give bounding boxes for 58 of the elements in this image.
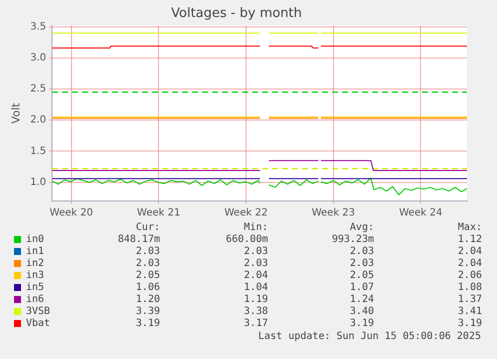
- text: 1.24: [350, 294, 374, 306]
- text: Last update: Sun Jun 15 05:00:06 2025: [258, 331, 481, 342]
- text: 2.03: [136, 258, 160, 270]
- y-tick-label: 1.0: [30, 176, 46, 188]
- text: 848.17m: [118, 234, 160, 246]
- text: 1.19: [244, 294, 268, 306]
- legend-label: in2: [26, 258, 44, 270]
- text: 2.03: [350, 258, 374, 270]
- text: 3.19: [350, 318, 374, 330]
- text: 2.04: [244, 270, 268, 282]
- chart-title: Voltages - by month: [171, 6, 302, 22]
- text: 3.40: [350, 306, 374, 318]
- text: 2.03: [244, 246, 268, 258]
- x-tick-label: Week 23: [312, 208, 356, 219]
- text: Min:: [244, 222, 268, 234]
- y-axis-title: Volt: [9, 102, 22, 124]
- text: 1.07: [350, 282, 374, 294]
- legend-label: Vbat: [26, 318, 50, 330]
- legend-label: 3VSB: [26, 306, 50, 318]
- legend-label: in0: [26, 234, 44, 246]
- text: 1.06: [136, 282, 160, 294]
- text: 3.19: [458, 318, 482, 330]
- text: 3.41: [458, 306, 482, 318]
- text: 2.04: [458, 258, 482, 270]
- legend-label: in5: [26, 282, 44, 294]
- y-tick-label: 3.0: [30, 52, 46, 64]
- text: 1.20: [136, 294, 160, 306]
- text: 3.17: [244, 318, 268, 330]
- text: 2.05: [350, 270, 374, 282]
- x-tick-label: Week 24: [399, 208, 442, 219]
- text: 993.23m: [332, 234, 374, 246]
- legend-label: in6: [26, 294, 44, 306]
- legend-label: in3: [26, 270, 44, 282]
- text: 2.05: [136, 270, 160, 282]
- text: 3.38: [244, 306, 268, 318]
- text: 1.37: [458, 294, 482, 306]
- text: Cur:: [136, 222, 160, 234]
- text: 660.00m: [226, 234, 268, 246]
- text: 1.08: [458, 282, 482, 294]
- y-tick-label: 1.5: [30, 146, 46, 157]
- text: 1.04: [244, 282, 268, 294]
- text: 1.12: [458, 234, 482, 246]
- y-tick-label: 2.0: [30, 114, 46, 126]
- x-tick-label: Week 22: [224, 208, 268, 219]
- x-tick-label: Week 21: [137, 208, 180, 219]
- text: 2.06: [458, 270, 482, 282]
- y-tick-label: 2.5: [30, 84, 46, 95]
- legend-label: in1: [26, 246, 44, 258]
- y-tick-label: 3.5: [30, 21, 46, 32]
- text: Avg:: [350, 222, 374, 234]
- text: 2.03: [244, 258, 268, 270]
- text: 2.04: [458, 246, 482, 258]
- text: 3.19: [136, 318, 160, 330]
- text: 3.39: [136, 306, 160, 318]
- text: 2.03: [136, 246, 160, 258]
- text: 2.03: [350, 246, 374, 258]
- text: Max:: [458, 222, 482, 234]
- x-tick-label: Week 20: [50, 208, 93, 219]
